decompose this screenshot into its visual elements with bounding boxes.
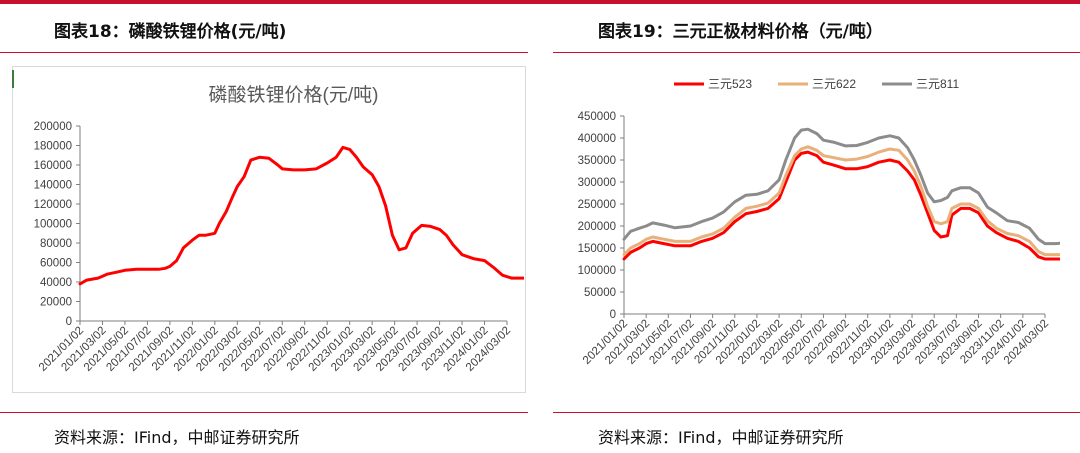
price-line	[78, 145, 524, 286]
series-line-2	[622, 145, 1060, 257]
y-tick-label: 200000	[34, 121, 72, 133]
y-tick-label: 0	[610, 309, 616, 321]
legend-label-1: 三元523	[708, 77, 752, 91]
legend-label-2: 三元622	[812, 77, 856, 91]
y-tick-label: 350000	[578, 155, 616, 167]
chart-title: 磷酸铁锂价格(元/吨)	[209, 84, 379, 106]
left-frame-marker	[12, 70, 14, 88]
top-accent-bar	[0, 0, 1080, 4]
y-tick-label: 150000	[578, 243, 616, 255]
left-caption-divider	[0, 52, 528, 53]
series-line-3	[622, 127, 1060, 246]
left-source-divider	[0, 412, 528, 413]
y-tick-label: 160000	[34, 160, 72, 172]
y-tick-label: 300000	[578, 177, 616, 189]
y-tick-label: 200000	[578, 221, 616, 233]
y-tick-label: 180000	[34, 141, 72, 153]
y-tick-label: 100000	[578, 265, 616, 277]
y-tick-label: 120000	[34, 199, 72, 211]
ncm-cathode-price-chart: 0 50000 100000 150000 200000 250000 300000 3500…	[578, 77, 1060, 367]
y-tick-label: 50000	[584, 287, 616, 299]
right-caption-divider	[553, 52, 1080, 53]
y-tick-label: 0	[66, 316, 72, 328]
legend-label-3: 三元811	[916, 77, 959, 91]
left-chart-frame	[12, 66, 526, 393]
y-tick-label: 20000	[40, 297, 72, 309]
lfp-price-chart: 磷酸铁锂价格(元/吨) 0 20000 40000 60000 80000 100000 12…	[34, 84, 524, 374]
y-tick-label: 250000	[578, 199, 616, 211]
y-tick-label: 140000	[34, 180, 72, 192]
right-source-divider	[553, 412, 1080, 413]
right-source-note: 资料来源：IFind，中邮证券研究所	[598, 428, 844, 447]
y-tick-label: 40000	[40, 277, 72, 289]
right-figure-caption: 图表19：三元正极材料价格（元/吨）	[598, 22, 883, 42]
left-source-note: 资料来源：IFind，中邮证券研究所	[54, 428, 300, 447]
y-tick-label: 80000	[40, 238, 72, 250]
series-line-1	[622, 150, 1060, 261]
y-tick-label: 100000	[34, 219, 72, 231]
left-figure-caption: 图表18：磷酸铁锂价格(元/吨)	[54, 22, 287, 42]
y-tick-label: 60000	[40, 258, 72, 270]
y-tick-label: 450000	[578, 111, 616, 123]
y-tick-label: 400000	[578, 133, 616, 145]
